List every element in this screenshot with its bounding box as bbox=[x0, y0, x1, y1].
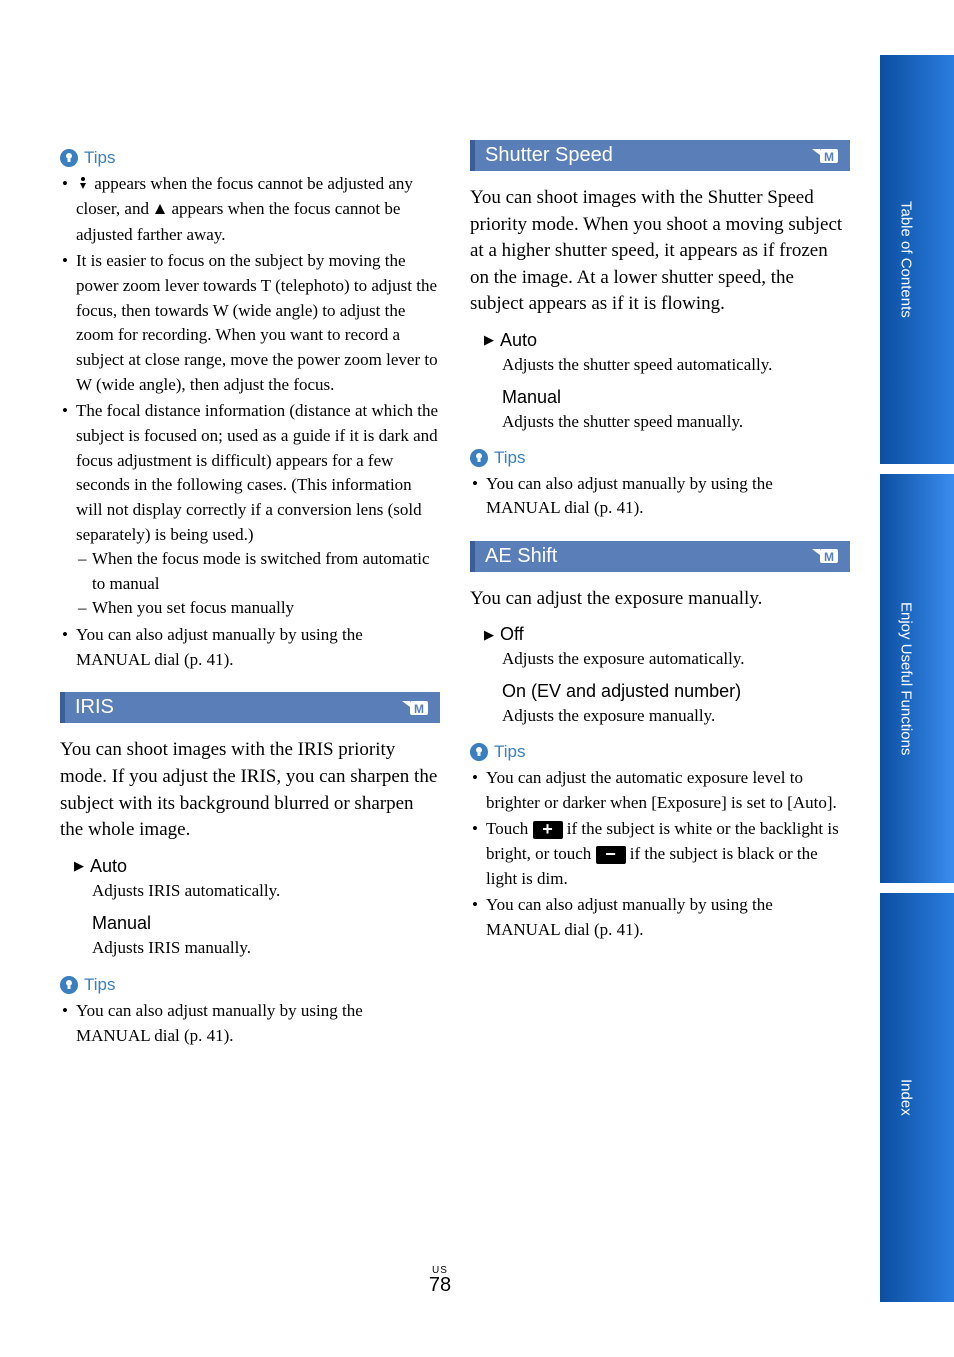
option-name: Manual bbox=[484, 387, 850, 408]
tip-item: appears when the focus cannot be adjuste… bbox=[60, 172, 440, 247]
far-focus-icon bbox=[153, 198, 167, 223]
option-item: Auto Adjusts IRIS automatically. bbox=[74, 856, 440, 903]
section-iris: IRIS M bbox=[60, 692, 440, 723]
section-shutter-speed: Shutter Speed M bbox=[470, 140, 850, 171]
sidebar-tab-index[interactable]: Index bbox=[880, 893, 954, 1302]
tips-header: Tips bbox=[470, 448, 850, 468]
option-name: Off bbox=[484, 624, 850, 645]
tip-item: You can also adjust manually by using th… bbox=[470, 472, 850, 521]
tips-lightbulb-icon bbox=[60, 149, 78, 167]
tips-list: You can also adjust manually by using th… bbox=[60, 999, 440, 1048]
section-body: You can adjust the exposure manually. bbox=[470, 586, 850, 613]
sidebar: Table of Contents Enjoy Useful Functions… bbox=[880, 55, 954, 1302]
option-item: Manual Adjusts the shutter speed manuall… bbox=[484, 387, 850, 434]
section-title: IRIS bbox=[75, 696, 114, 719]
option-item: Auto Adjusts the shutter speed automatic… bbox=[484, 330, 850, 377]
tip-subitem: When you set focus manually bbox=[76, 596, 440, 621]
tips-lightbulb-icon bbox=[470, 449, 488, 467]
tips-list: You can adjust the automatic exposure le… bbox=[470, 766, 850, 942]
sidebar-tab-useful-functions[interactable]: Enjoy Useful Functions bbox=[880, 474, 954, 883]
manual-mode-icon: M bbox=[810, 547, 840, 565]
tips-label: Tips bbox=[494, 742, 526, 762]
tip-subitem: When the focus mode is switched from aut… bbox=[76, 547, 440, 596]
left-column: Tips appears when the focus cannot be ad… bbox=[60, 140, 440, 1357]
option-name: Auto bbox=[74, 856, 440, 877]
near-focus-icon bbox=[76, 173, 90, 198]
option-desc: Adjusts IRIS automatically. bbox=[74, 879, 440, 903]
plus-button-icon: + bbox=[533, 821, 563, 839]
tips-header: Tips bbox=[470, 742, 850, 762]
minus-button-icon: − bbox=[596, 846, 626, 864]
option-desc: Adjusts the shutter speed manually. bbox=[484, 410, 850, 434]
option-name: Manual bbox=[74, 913, 440, 934]
manual-mode-icon: M bbox=[400, 699, 430, 717]
option-item: On (EV and adjusted number) Adjusts the … bbox=[484, 681, 850, 728]
tip-item: You can also adjust manually by using th… bbox=[60, 999, 440, 1048]
sidebar-tab-toc[interactable]: Table of Contents bbox=[880, 55, 954, 464]
tips-list: You can also adjust manually by using th… bbox=[470, 472, 850, 521]
tips-header: Tips bbox=[60, 148, 440, 168]
tips-header: Tips bbox=[60, 975, 440, 995]
section-body: You can shoot images with the Shutter Sp… bbox=[470, 185, 850, 318]
section-title: Shutter Speed bbox=[485, 144, 613, 167]
page-footer: US 78 bbox=[0, 1265, 880, 1297]
option-desc: Adjusts the shutter speed automatically. bbox=[484, 353, 850, 377]
tips-label: Tips bbox=[494, 448, 526, 468]
tip-item: The focal distance information (distance… bbox=[60, 399, 440, 621]
section-title: AE Shift bbox=[485, 545, 557, 568]
page-number: 78 bbox=[0, 1274, 880, 1297]
tips-lightbulb-icon bbox=[470, 743, 488, 761]
option-item: Off Adjusts the exposure automatically. bbox=[484, 624, 850, 671]
option-item: Manual Adjusts IRIS manually. bbox=[74, 913, 440, 960]
tip-item: You can adjust the automatic exposure le… bbox=[470, 766, 850, 815]
tips-lightbulb-icon bbox=[60, 976, 78, 994]
option-desc: Adjusts IRIS manually. bbox=[74, 936, 440, 960]
tips-list: appears when the focus cannot be adjuste… bbox=[60, 172, 440, 672]
tips-label: Tips bbox=[84, 148, 116, 168]
option-name: Auto bbox=[484, 330, 850, 351]
tip-item: It is easier to focus on the subject by … bbox=[60, 249, 440, 397]
svg-text:M: M bbox=[824, 150, 834, 164]
option-name: On (EV and adjusted number) bbox=[484, 681, 850, 702]
svg-text:M: M bbox=[414, 702, 424, 716]
tip-item: You can also adjust manually by using th… bbox=[60, 623, 440, 672]
tip-item: Touch + if the subject is white or the b… bbox=[470, 817, 850, 891]
section-body: You can shoot images with the IRIS prior… bbox=[60, 737, 440, 843]
manual-mode-icon: M bbox=[810, 147, 840, 165]
right-column: Shutter Speed M You can shoot images wit… bbox=[470, 140, 850, 1357]
tip-item: You can also adjust manually by using th… bbox=[470, 893, 850, 942]
section-ae-shift: AE Shift M bbox=[470, 541, 850, 572]
tips-label: Tips bbox=[84, 975, 116, 995]
option-desc: Adjusts the exposure manually. bbox=[484, 704, 850, 728]
svg-text:M: M bbox=[824, 550, 834, 564]
option-desc: Adjusts the exposure automatically. bbox=[484, 647, 850, 671]
